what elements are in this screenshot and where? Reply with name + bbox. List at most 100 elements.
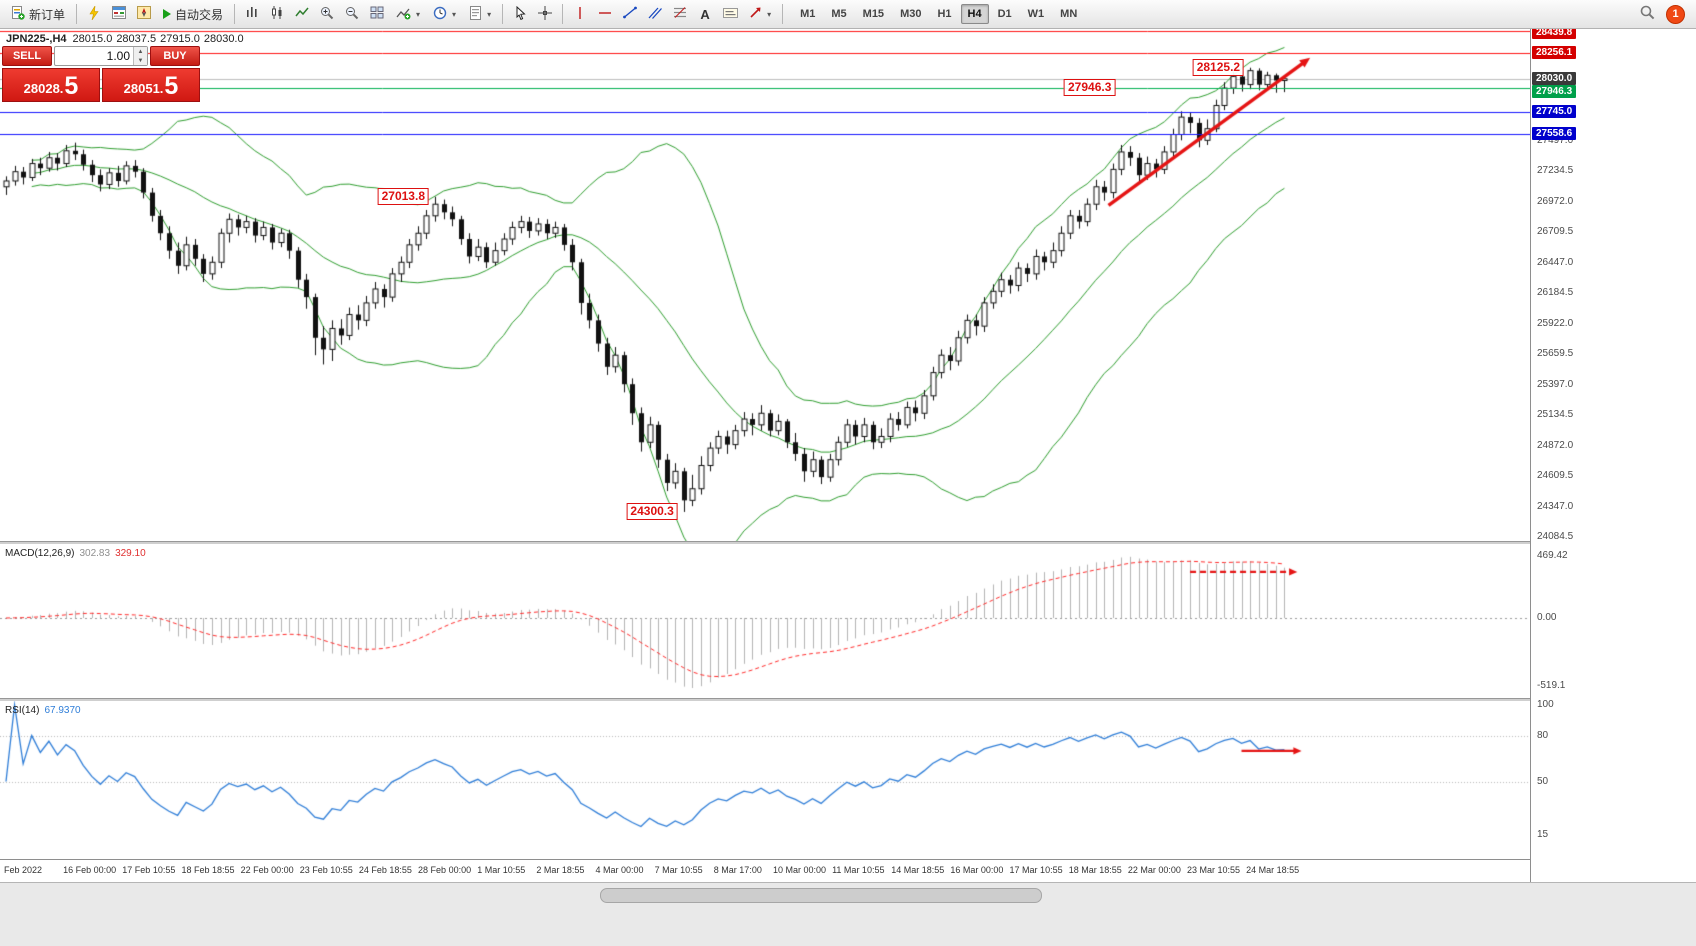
auto-trading-button[interactable]: 自动交易 xyxy=(157,3,229,25)
timeframe-group: M1 M5 M15 M30 H1 H4 D1 W1 MN xyxy=(792,4,1085,24)
time-axis-label: 16 Feb 00:00 xyxy=(63,865,117,875)
timeframe-button-m15[interactable]: M15 xyxy=(862,8,885,20)
navigator-button[interactable] xyxy=(132,3,156,25)
arrows-tool-button[interactable]: ▾ xyxy=(743,3,777,25)
text-tool-icon: A xyxy=(700,6,710,22)
ohlc-high: 28037.5 xyxy=(116,33,157,45)
text-tool-button[interactable]: A xyxy=(693,3,717,25)
ask-price-main: 28051. xyxy=(123,81,164,96)
time-axis-label: 8 Mar 17:00 xyxy=(713,865,762,875)
bid-price[interactable]: 28028. 5 xyxy=(2,68,100,102)
zoom-in-icon xyxy=(320,6,334,23)
time-axis-label: 4 Mar 00:00 xyxy=(595,865,644,875)
price-level-badge: 28256.1 xyxy=(1532,45,1577,59)
line-chart-icon xyxy=(295,6,309,22)
chart-symbol-header: JPN225-,H4 28015.0 28037.5 27915.0 28030.0 xyxy=(6,33,248,45)
timeframe-button-w1[interactable]: W1 xyxy=(1027,8,1045,20)
ohlc-low: 27915.0 xyxy=(160,33,200,45)
indicators-button[interactable]: ▾ xyxy=(390,3,426,25)
volume-value[interactable]: 1.00 xyxy=(106,49,130,63)
chevron-down-icon: ▾ xyxy=(416,9,421,19)
timeframe-button-mn[interactable]: MN xyxy=(1060,8,1078,20)
bar-chart-button[interactable] xyxy=(240,3,264,25)
toolbar-separator xyxy=(562,4,564,24)
time-axis-label: 18 Mar 18:55 xyxy=(1068,865,1122,875)
horizontal-scrollbar-thumb[interactable] xyxy=(600,888,1042,903)
text-label-button[interactable] xyxy=(718,3,742,25)
time-axis[interactable]: Feb 2022 16 Feb 00:00 17 Feb 10:55 18 Feb 1… xyxy=(0,859,1530,882)
macd-main-value: 302.83 xyxy=(79,548,111,559)
price-axis-tick: 26709.5 xyxy=(1537,226,1574,238)
rsi-axis-tick: 100 xyxy=(1537,699,1554,710)
macd-panel-canvas[interactable] xyxy=(0,544,1530,698)
market-watch-button[interactable] xyxy=(107,3,131,25)
rsi-panel-canvas[interactable] xyxy=(0,701,1530,859)
crosshair-icon xyxy=(538,5,553,23)
spinner-down-icon[interactable]: ▼ xyxy=(134,56,147,65)
price-axis-tick: 27497.0 xyxy=(1537,134,1574,146)
panel-splitter[interactable] xyxy=(0,541,1696,544)
buy-button[interactable]: BUY xyxy=(150,46,200,66)
trendline-button[interactable] xyxy=(618,3,642,25)
zoom-in-button[interactable] xyxy=(315,3,339,25)
symbol-name: JPN225-,H4 xyxy=(6,33,67,45)
new-order-label: 新订单 xyxy=(29,7,66,22)
price-axis[interactable]: 27497.0 27234.5 26972.0 26709.5 26447.0 26184… xyxy=(1531,0,1696,882)
periods-button[interactable]: ▾ xyxy=(427,3,462,25)
trade-panel-prices: 28028. 5 28051. 5 xyxy=(2,68,200,102)
toolbar-separator xyxy=(76,4,78,24)
price-chart-canvas[interactable] xyxy=(0,28,1530,544)
macd-signal-value: 329.10 xyxy=(115,548,146,559)
lightning-icon xyxy=(88,5,100,23)
vertical-line-button[interactable] xyxy=(568,3,592,25)
bid-price-big-digit: 5 xyxy=(64,72,79,100)
template-icon xyxy=(469,5,482,23)
channel-button[interactable] xyxy=(643,3,667,25)
time-axis-label: 17 Feb 10:55 xyxy=(122,865,176,875)
chevron-down-icon: ▾ xyxy=(487,9,492,19)
timeframe-button-m1[interactable]: M1 xyxy=(800,8,816,20)
time-axis-label: Feb 2022 xyxy=(4,865,43,875)
time-axis-label: 7 Mar 10:55 xyxy=(654,865,703,875)
line-chart-button[interactable] xyxy=(290,3,314,25)
price-level-badge: 27745.0 xyxy=(1532,104,1577,118)
price-axis-tick: 26972.0 xyxy=(1537,195,1574,207)
timeframe-button-d1[interactable]: D1 xyxy=(997,8,1012,20)
one-click-trading-panel: SELL 1.00 ▲ ▼ BUY 28028. 5 28051. 5 xyxy=(2,46,200,102)
rsi-label: RSI(14) 67.9370 xyxy=(5,705,86,716)
price-axis-tick: 25659.5 xyxy=(1537,348,1574,360)
price-axis-tick: 24872.0 xyxy=(1537,439,1574,451)
horizontal-line-button[interactable] xyxy=(593,3,617,25)
fibonacci-icon xyxy=(673,6,687,22)
fibonacci-button[interactable] xyxy=(668,3,692,25)
time-axis-label: 17 Mar 10:55 xyxy=(1009,865,1063,875)
profiles-button[interactable] xyxy=(82,3,106,25)
zoom-out-button[interactable] xyxy=(340,3,364,25)
templates-button[interactable]: ▾ xyxy=(463,3,497,25)
cursor-button[interactable] xyxy=(508,3,532,25)
new-order-button[interactable]: 新订单 xyxy=(5,3,71,25)
timeframe-button-m5[interactable]: M5 xyxy=(831,8,847,20)
chevron-down-icon: ▾ xyxy=(767,9,772,19)
search-button[interactable] xyxy=(1635,3,1659,25)
time-axis-label: 10 Mar 00:00 xyxy=(772,865,826,875)
ask-price[interactable]: 28051. 5 xyxy=(102,68,200,102)
volume-field[interactable]: 1.00 ▲ ▼ xyxy=(54,46,148,66)
time-axis-label: 28 Feb 00:00 xyxy=(418,865,472,875)
tile-windows-button[interactable] xyxy=(365,3,389,25)
panel-splitter[interactable] xyxy=(0,698,1696,701)
timeframe-button-h1[interactable]: H1 xyxy=(937,8,952,20)
candlestick-chart-button[interactable] xyxy=(265,3,289,25)
crosshair-button[interactable] xyxy=(533,3,557,25)
price-axis-tick: 26184.5 xyxy=(1537,287,1574,299)
sell-button[interactable]: SELL xyxy=(2,46,52,66)
tile-windows-icon xyxy=(370,6,384,22)
spinner-up-icon[interactable]: ▲ xyxy=(134,47,147,56)
timeframe-button-m30[interactable]: M30 xyxy=(900,8,922,20)
notification-badge[interactable]: 1 xyxy=(1666,4,1685,24)
timeframe-button-h4[interactable]: H4 xyxy=(960,4,989,24)
ask-price-big-digit: 5 xyxy=(164,72,179,100)
navigator-icon xyxy=(137,6,152,22)
indicators-icon xyxy=(396,6,411,23)
